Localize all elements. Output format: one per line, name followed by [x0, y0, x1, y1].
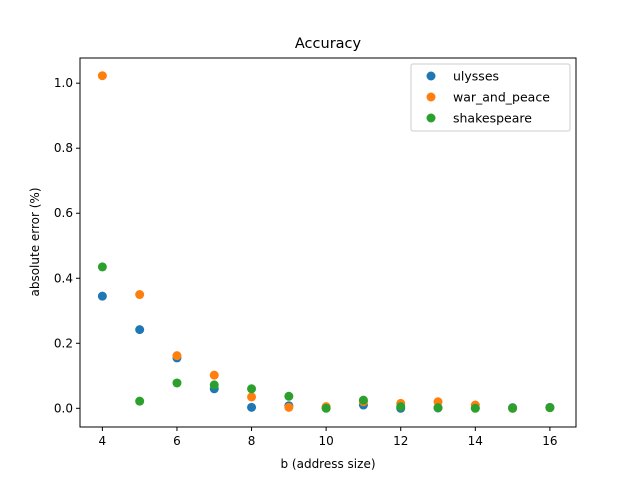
y-axis-label: absolute error (%)	[28, 187, 42, 296]
y-tick-label: 0.4	[54, 271, 73, 285]
data-point	[135, 396, 145, 406]
data-point	[247, 392, 257, 402]
plot-area	[97, 71, 555, 413]
x-tick-label: 6	[173, 434, 181, 448]
data-point	[247, 402, 257, 412]
legend-marker	[426, 92, 436, 102]
data-point	[209, 380, 219, 390]
series-shakespeare	[97, 262, 555, 413]
data-point	[508, 403, 518, 413]
y-tick-label: 0.2	[54, 336, 73, 350]
x-tick-label: 8	[248, 434, 256, 448]
data-point	[284, 391, 294, 401]
data-point	[396, 402, 406, 412]
x-tick-label: 14	[468, 434, 483, 448]
data-point	[97, 291, 107, 301]
data-point	[135, 325, 145, 335]
x-axis-label: b (address size)	[280, 457, 375, 471]
data-point	[545, 403, 555, 413]
x-axis: 4 6 8 10 12 14 16	[99, 427, 558, 448]
data-point	[97, 71, 107, 81]
legend-label: war_and_peace	[453, 90, 550, 105]
x-tick-label: 12	[393, 434, 408, 448]
x-tick-label: 4	[99, 434, 107, 448]
data-point	[172, 351, 182, 361]
data-point	[433, 403, 443, 413]
data-point	[172, 378, 182, 388]
data-point	[358, 395, 368, 405]
data-point	[284, 402, 294, 412]
x-tick-label: 10	[318, 434, 333, 448]
data-point	[135, 290, 145, 300]
legend-marker	[426, 113, 436, 123]
chart-title: Accuracy	[295, 36, 362, 52]
legend-box	[410, 63, 571, 132]
y-tick-label: 0.6	[54, 206, 73, 220]
data-point	[209, 370, 219, 380]
data-point	[247, 384, 257, 394]
legend-marker	[426, 71, 436, 81]
data-point	[470, 403, 480, 413]
legend-label: shakespeare	[453, 111, 532, 126]
legend: ulysses war_and_peace shakespeare	[410, 63, 571, 132]
x-tick-label: 16	[542, 434, 557, 448]
y-tick-label: 1.0	[54, 76, 73, 90]
plot-frame	[79, 57, 577, 428]
y-tick-label: 0.0	[54, 401, 73, 415]
y-axis: 0.0 0.2 0.4 0.6 0.8 1.0	[54, 76, 80, 415]
legend-label: ulysses	[453, 69, 499, 84]
y-tick-label: 0.8	[54, 141, 73, 155]
data-point	[97, 262, 107, 272]
series-ulysses	[97, 291, 555, 413]
data-point	[321, 403, 331, 413]
